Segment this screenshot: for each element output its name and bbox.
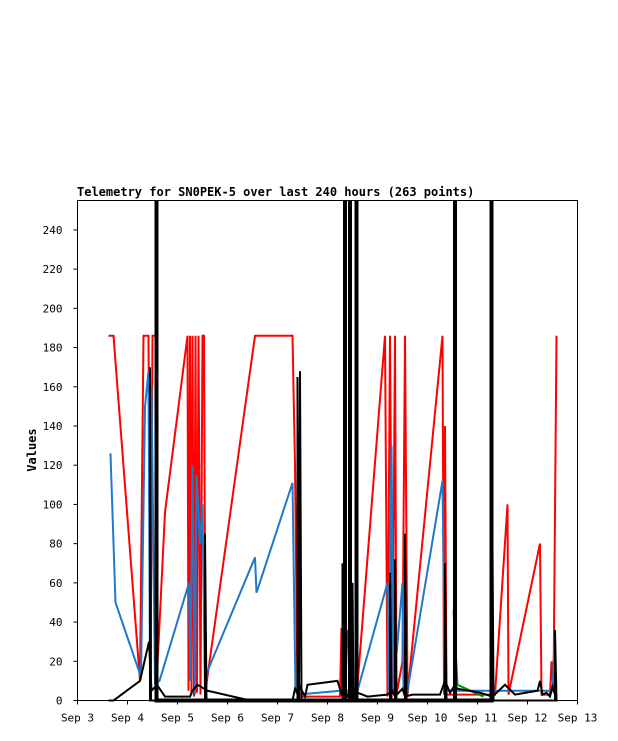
series-line-0 xyxy=(108,334,558,698)
y-tick-label: 140 xyxy=(43,420,63,433)
x-tick-label: Sep 6 xyxy=(211,712,244,725)
y-tick-label: 40 xyxy=(49,616,62,629)
series-layer xyxy=(108,200,558,703)
x-tick-label: Sep 3 xyxy=(61,712,94,725)
x-tick-label: Sep 5 xyxy=(161,712,194,725)
series-line-3 xyxy=(108,641,556,702)
y-tick-label: 20 xyxy=(49,655,62,668)
y-tick-label: 200 xyxy=(43,302,63,315)
y-tick-label: 80 xyxy=(49,538,62,551)
x-axis: Sep 3 Sep 4 Sep 5 Sep 6 Sep 7 Sep 8 Sep 9 Sep 1… xyxy=(61,700,598,725)
x-tick-label: Sep 13 xyxy=(558,712,598,725)
y-axis: 0 20 40 60 80 100 120 140 160 180 200 220 240 xyxy=(43,224,78,708)
y-tick-label: 240 xyxy=(43,224,63,237)
x-tick-label: Sep 8 xyxy=(311,712,344,725)
x-tick-label: Sep 7 xyxy=(261,712,294,725)
y-tick-label: 60 xyxy=(49,577,62,590)
y-tick-label: 100 xyxy=(43,498,63,511)
y-tick-label: 220 xyxy=(43,263,63,276)
chart-title: Telemetry for SN0PEK-5 over last 240 hou… xyxy=(77,185,474,199)
x-tick-label: Sep 4 xyxy=(111,712,144,725)
y-tick-label: 160 xyxy=(43,381,63,394)
y-tick-label: 0 xyxy=(56,695,63,708)
x-tick-label: Sep 10 xyxy=(408,712,448,725)
y-axis-label: Values xyxy=(25,428,39,471)
series-line-1 xyxy=(452,610,484,698)
series-line-5 xyxy=(149,367,558,702)
y-tick-label: 120 xyxy=(43,459,63,472)
x-tick-label: Sep 9 xyxy=(361,712,394,725)
x-tick-label: Sep 12 xyxy=(508,712,548,725)
y-tick-label: 180 xyxy=(43,342,63,355)
x-tick-label: Sep 11 xyxy=(458,712,498,725)
